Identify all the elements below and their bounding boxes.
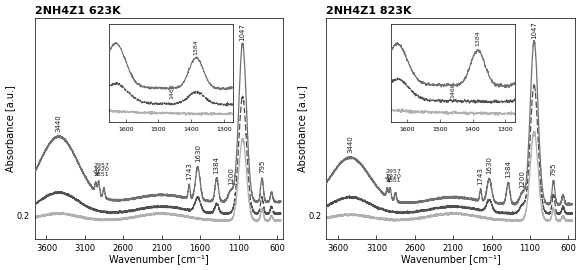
Text: 795: 795 bbox=[259, 160, 265, 173]
Y-axis label: Absorbance [a.u.]: Absorbance [a.u.] bbox=[297, 85, 307, 172]
Text: 3440: 3440 bbox=[347, 135, 353, 153]
Text: 2NH4Z1 623K: 2NH4Z1 623K bbox=[35, 6, 121, 16]
Text: 3440: 3440 bbox=[56, 114, 62, 131]
Text: 2851: 2851 bbox=[94, 172, 110, 177]
Text: 1384: 1384 bbox=[214, 156, 220, 174]
Text: 1384: 1384 bbox=[505, 160, 511, 178]
Text: 2920: 2920 bbox=[94, 167, 110, 172]
Text: 1047: 1047 bbox=[240, 23, 245, 41]
Text: 2NH4Z1 823K: 2NH4Z1 823K bbox=[326, 6, 412, 16]
X-axis label: Wavenumber [cm⁻¹]: Wavenumber [cm⁻¹] bbox=[109, 254, 209, 264]
Text: 2957: 2957 bbox=[94, 163, 110, 168]
Text: 2920: 2920 bbox=[385, 174, 401, 179]
Text: 1047: 1047 bbox=[531, 21, 537, 39]
Text: 1743: 1743 bbox=[186, 162, 192, 180]
Y-axis label: Absorbance [a.u.]: Absorbance [a.u.] bbox=[6, 85, 16, 172]
Text: 1743: 1743 bbox=[477, 167, 484, 185]
Text: 1630: 1630 bbox=[486, 156, 492, 174]
Text: 795: 795 bbox=[550, 162, 556, 176]
Text: 2851: 2851 bbox=[385, 178, 401, 183]
Text: 1200: 1200 bbox=[519, 170, 525, 188]
Text: 1200: 1200 bbox=[228, 167, 234, 185]
X-axis label: Wavenumber [cm⁻¹]: Wavenumber [cm⁻¹] bbox=[401, 254, 500, 264]
Text: 1630: 1630 bbox=[195, 144, 201, 162]
Text: 2957: 2957 bbox=[385, 169, 401, 174]
